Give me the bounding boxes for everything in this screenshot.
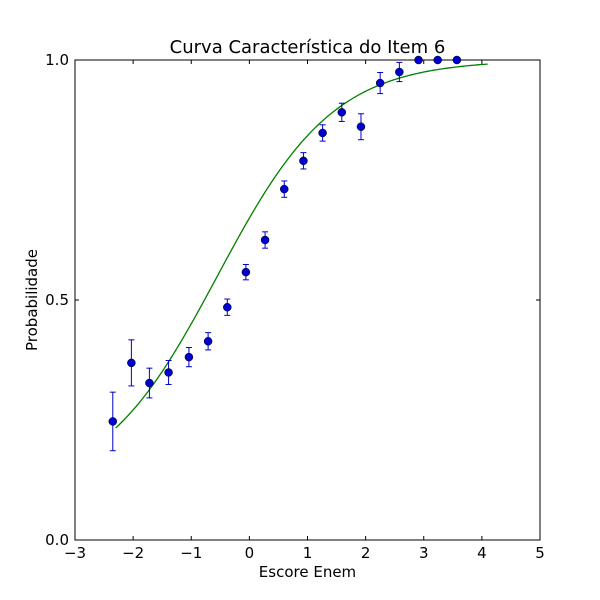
chart-title: Curva Característica do Item 6 <box>170 37 446 58</box>
data-point <box>223 298 232 316</box>
data-point <box>356 113 366 141</box>
data-point <box>299 152 308 170</box>
data-marker <box>108 417 118 426</box>
data-marker <box>433 55 442 65</box>
data-marker <box>375 78 385 88</box>
data-marker <box>337 108 347 117</box>
data-point <box>280 180 289 198</box>
x-tick-label: 0 <box>245 544 255 562</box>
ticks-layer: −3 −2 −1 0 1 2 3 4 5 0.0 0.5 1.0 <box>45 51 545 562</box>
data-point <box>108 391 118 452</box>
y-tick-label: 0.0 <box>45 531 69 549</box>
data-point <box>184 347 194 368</box>
data-marker <box>318 128 327 138</box>
data-marker <box>164 368 173 377</box>
data-point <box>433 55 442 65</box>
data-point <box>375 71 385 95</box>
curve-layer <box>115 63 488 429</box>
data-marker <box>127 358 136 368</box>
data-point <box>452 55 462 65</box>
data-point <box>395 61 404 83</box>
x-tick-label: −2 <box>122 544 144 562</box>
data-point <box>203 332 213 351</box>
data-point <box>414 55 423 65</box>
data-marker <box>299 156 308 166</box>
x-tick-label: −1 <box>180 544 202 562</box>
data-point <box>318 124 327 142</box>
data-marker <box>356 122 366 131</box>
x-tick-label: 1 <box>303 544 313 562</box>
data-marker <box>223 302 232 312</box>
x-tick-label: 5 <box>535 544 545 562</box>
data-marker <box>184 352 194 362</box>
data-point <box>127 339 136 387</box>
x-tick-label: −3 <box>64 544 86 562</box>
y-tick-label: 1.0 <box>45 51 69 69</box>
data-marker <box>280 184 289 194</box>
data-point <box>337 102 347 122</box>
data-marker <box>241 267 251 277</box>
data-marker <box>414 55 423 65</box>
data-point <box>241 263 251 281</box>
x-tick-label: 3 <box>419 544 429 562</box>
x-tick-label: 2 <box>361 544 371 562</box>
fitted-curve <box>115 63 488 429</box>
data-marker <box>452 55 462 65</box>
data-marker <box>395 67 404 77</box>
data-marker <box>203 337 213 346</box>
data-marker <box>260 235 270 245</box>
plot-frame <box>74 59 541 541</box>
y-tick-label: 0.5 <box>45 291 69 309</box>
x-axis-label: Escore Enem <box>259 563 356 581</box>
x-tick-label: 4 <box>477 544 487 562</box>
data-point <box>145 367 154 399</box>
data-point <box>164 359 173 385</box>
y-axis-label: Probabilidade <box>23 249 41 351</box>
points-layer <box>108 55 462 452</box>
data-marker <box>145 378 154 388</box>
data-point <box>260 231 270 249</box>
